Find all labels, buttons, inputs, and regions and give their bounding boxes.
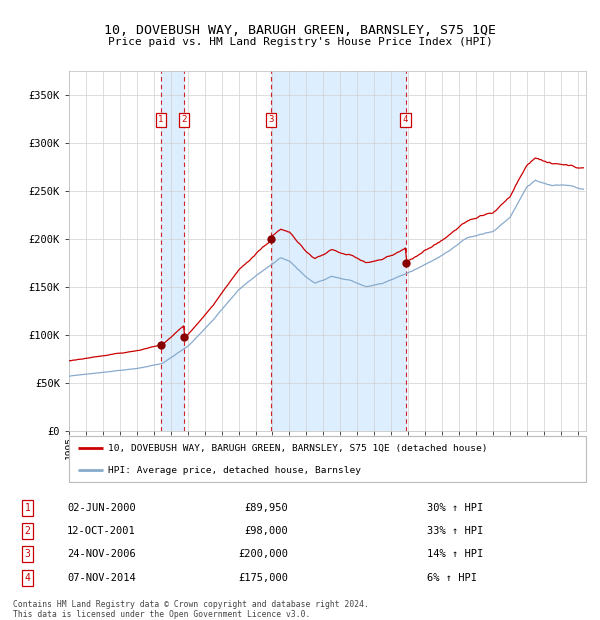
Text: Contains HM Land Registry data © Crown copyright and database right 2024.: Contains HM Land Registry data © Crown c… (13, 600, 369, 609)
Text: 1: 1 (158, 115, 164, 125)
Text: £89,950: £89,950 (245, 503, 289, 513)
Text: 2: 2 (181, 115, 187, 125)
Text: 14% ↑ HPI: 14% ↑ HPI (427, 549, 483, 559)
Text: 10, DOVEBUSH WAY, BARUGH GREEN, BARNSLEY, S75 1QE (detached house): 10, DOVEBUSH WAY, BARUGH GREEN, BARNSLEY… (108, 444, 487, 453)
Text: 30% ↑ HPI: 30% ↑ HPI (427, 503, 483, 513)
Text: 12-OCT-2001: 12-OCT-2001 (67, 526, 136, 536)
Text: 07-NOV-2014: 07-NOV-2014 (67, 573, 136, 583)
Text: 2: 2 (25, 526, 31, 536)
Text: 3: 3 (268, 115, 274, 125)
Bar (161, 71, 184, 431)
Text: Price paid vs. HM Land Registry's House Price Index (HPI): Price paid vs. HM Land Registry's House … (107, 37, 493, 47)
Text: 6% ↑ HPI: 6% ↑ HPI (427, 573, 477, 583)
Text: 1: 1 (25, 503, 31, 513)
Text: 4: 4 (25, 573, 31, 583)
Text: £98,000: £98,000 (245, 526, 289, 536)
Text: 33% ↑ HPI: 33% ↑ HPI (427, 526, 483, 536)
Text: 10, DOVEBUSH WAY, BARUGH GREEN, BARNSLEY, S75 1QE: 10, DOVEBUSH WAY, BARUGH GREEN, BARNSLEY… (104, 24, 496, 37)
Text: 4: 4 (403, 115, 408, 125)
Text: 3: 3 (25, 549, 31, 559)
Text: This data is licensed under the Open Government Licence v3.0.: This data is licensed under the Open Gov… (13, 610, 311, 619)
Text: £175,000: £175,000 (238, 573, 289, 583)
Bar (271, 71, 406, 431)
Text: HPI: Average price, detached house, Barnsley: HPI: Average price, detached house, Barn… (108, 466, 361, 475)
Text: 02-JUN-2000: 02-JUN-2000 (67, 503, 136, 513)
Text: 24-NOV-2006: 24-NOV-2006 (67, 549, 136, 559)
Text: £200,000: £200,000 (238, 549, 289, 559)
